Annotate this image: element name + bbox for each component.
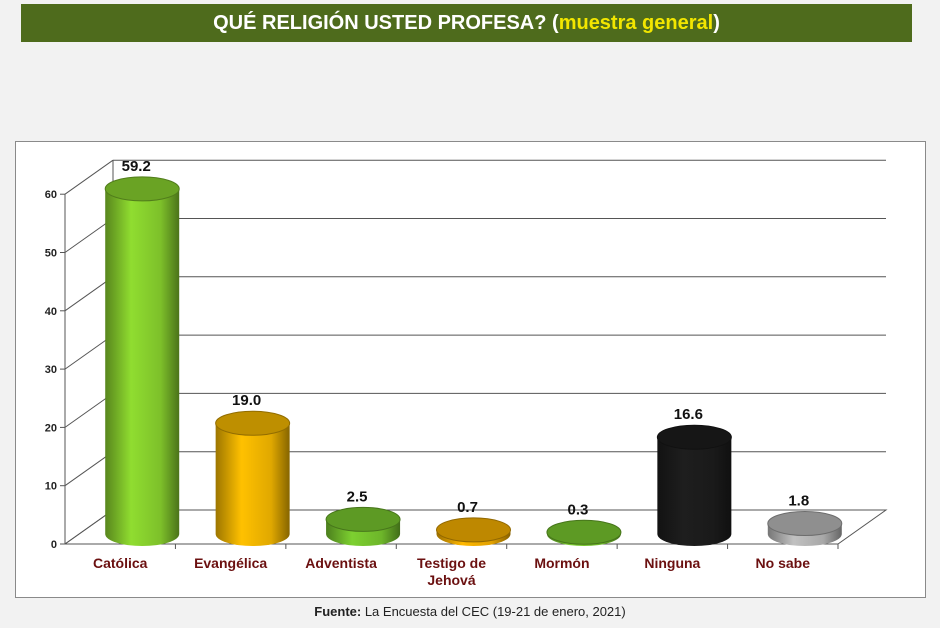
y-tick-label: 40 xyxy=(45,306,57,318)
data-label: 0.3 xyxy=(567,501,588,518)
data-label: 2.5 xyxy=(347,488,368,505)
chart-title-highlight: muestra general xyxy=(558,11,714,34)
gridline-diagonal xyxy=(64,159,114,195)
source-text: La Encuesta del CEC (19-21 de enero, 202… xyxy=(361,604,626,619)
chart-title-close: ) xyxy=(713,11,720,34)
y-tick-label: 10 xyxy=(45,481,57,493)
source-label: Fuente: xyxy=(314,604,362,619)
bar-top xyxy=(325,506,401,532)
gridline-diagonal xyxy=(64,276,114,312)
y-tick-label: 30 xyxy=(45,364,57,376)
chart-title-main: QUÉ RELIGIÓN USTED PROFESA? ( xyxy=(213,11,559,34)
gridline-diagonal xyxy=(64,509,114,545)
category-label: Ninguna xyxy=(644,555,700,571)
y-tick-label: 0 xyxy=(51,539,57,551)
bar-top xyxy=(436,517,511,543)
data-label: 0.7 xyxy=(457,499,478,516)
data-label: 59.2 xyxy=(122,158,151,175)
category-label: Mormón xyxy=(534,555,589,571)
y-tick-label: 20 xyxy=(45,422,57,434)
category-label: Jehová xyxy=(427,572,475,588)
category-label: Adventista xyxy=(305,555,377,571)
bar xyxy=(105,188,180,546)
bar xyxy=(215,423,290,546)
bar-top xyxy=(767,511,843,537)
bar xyxy=(657,437,732,546)
y-tick-label: 50 xyxy=(45,248,57,260)
gridline-diagonal xyxy=(64,218,114,253)
y-tick-label: 60 xyxy=(45,189,57,201)
gridline-diagonal xyxy=(64,334,114,370)
source-note: Fuente: La Encuesta del CEC (19-21 de en… xyxy=(0,604,940,619)
chart-title-bar: QUÉ RELIGIÓN USTED PROFESA? (muestra gen… xyxy=(21,4,912,42)
bar-top xyxy=(104,176,180,202)
gridline-diagonal xyxy=(64,392,114,428)
data-label: 19.0 xyxy=(232,392,261,409)
data-label: 1.8 xyxy=(788,493,809,510)
data-label: 16.6 xyxy=(674,406,703,423)
category-label: Evangélica xyxy=(194,555,267,571)
bar-top xyxy=(546,519,622,545)
bar-top xyxy=(215,410,291,436)
bar-top xyxy=(656,424,732,450)
category-label: Testigo de xyxy=(417,555,486,571)
gridline-diagonal xyxy=(64,451,114,487)
category-label: No sabe xyxy=(756,555,811,571)
category-label: Católica xyxy=(93,555,148,571)
